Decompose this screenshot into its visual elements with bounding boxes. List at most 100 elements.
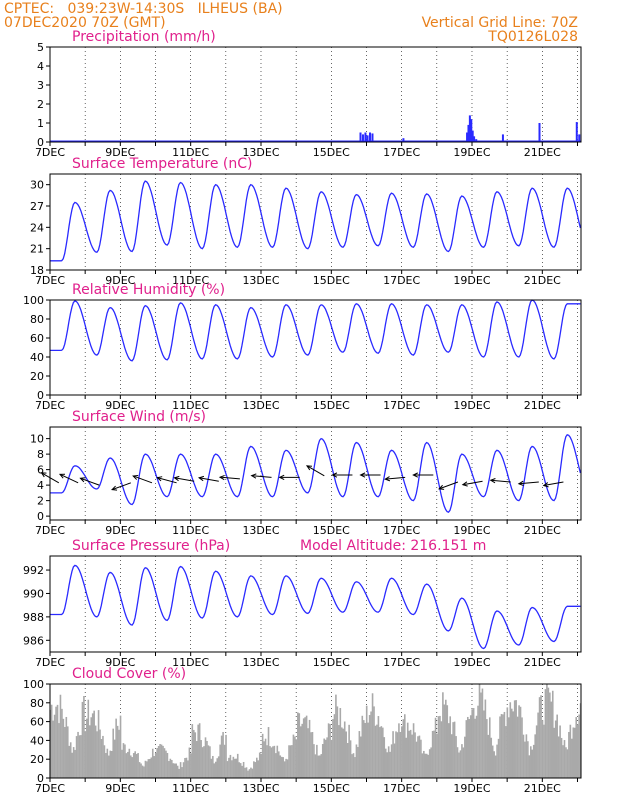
cloud-bar [326, 737, 328, 778]
cloud-bar [109, 750, 112, 778]
x-tick-label: 13DEC [242, 782, 279, 795]
cloud-bar [156, 748, 158, 778]
precip-bar [402, 138, 405, 142]
cloud-bar [149, 758, 151, 778]
precip-bar [575, 122, 578, 142]
x-tick-label: 19DEC [453, 274, 490, 287]
wind-series-line [50, 434, 582, 513]
temp-title: Surface Temperature (nC) [72, 156, 253, 172]
cloud-bar [166, 752, 169, 778]
precip-grid [84, 47, 578, 142]
cloud-bar [68, 745, 71, 778]
cloud-bar [255, 757, 258, 778]
temp-frame [49, 173, 582, 271]
cloud-bar [324, 739, 327, 778]
cloud-bar [87, 699, 90, 778]
cloud-bar [209, 746, 211, 778]
cloud-bar [297, 712, 299, 778]
precip-title: Precipitation (mm/h) [72, 29, 216, 45]
cloud-bar [305, 715, 308, 778]
cloud-bar [168, 761, 170, 778]
cloud-bar [122, 743, 125, 778]
cloud-bar [554, 720, 557, 778]
y-tick-label: 1 [37, 117, 44, 130]
cloud-bar [472, 708, 475, 778]
x-tick-label: 7DEC [35, 146, 65, 159]
cloud-bar [207, 745, 210, 778]
cloud-bar [428, 749, 431, 778]
wind-arrow [461, 480, 483, 487]
wind-arrow [359, 472, 381, 478]
cloud-bar [319, 755, 321, 778]
cloud-bar [367, 722, 369, 778]
cloud-bar [84, 731, 87, 778]
rh-y-axis: 0 20 40 60 80 100 [23, 294, 50, 402]
cloud-bar [556, 714, 558, 778]
rh-title: Relative Humidity (%) [72, 282, 225, 298]
cloud-bar [251, 768, 254, 778]
cloud-bar [261, 733, 264, 778]
cloud-bar [298, 713, 301, 778]
cloud-bar [288, 745, 290, 778]
cloud-bar [465, 720, 468, 778]
cloud-bar [257, 760, 260, 778]
cloud-bar [516, 716, 519, 778]
precip-bar [538, 123, 541, 142]
wind-arrow [79, 477, 100, 486]
cloud-bar [560, 737, 563, 778]
cloud-bar [421, 753, 424, 778]
cloud-bar [529, 746, 532, 778]
cloud-bar [362, 720, 365, 778]
cloud-bar [292, 734, 295, 778]
cloud-bar [390, 744, 393, 778]
cloud-bar [468, 718, 471, 778]
cloud-bar [71, 752, 73, 778]
header-location: CPTEC: 039:23W-14:30S ILHEUS (BA) [4, 1, 283, 17]
cloud-bar [162, 745, 164, 778]
cloud-bar [349, 740, 352, 778]
cloud-bar [471, 709, 473, 778]
y-tick-label: 80 [30, 313, 44, 326]
precip-bar [475, 139, 478, 142]
cloud-bar [163, 748, 166, 778]
cloud-bar [131, 757, 134, 778]
cloud-bar [97, 710, 100, 778]
cloud-bar [277, 751, 280, 778]
cloud-bar [74, 749, 76, 778]
cloud-bar [424, 753, 427, 778]
cloud-bar [55, 706, 57, 778]
x-tick-label: 13DEC [242, 524, 279, 537]
y-tick-label: 4 [37, 60, 44, 73]
cloud-bar [320, 754, 323, 778]
y-tick-label: 6 [37, 464, 44, 477]
cloud-bar [330, 739, 333, 778]
cloud-bar [427, 754, 430, 778]
y-tick-label: 20 [30, 370, 44, 383]
cloud-bar [241, 765, 243, 778]
cloud-bar [132, 753, 135, 778]
cloud-bar [335, 694, 337, 778]
cloud-bar [253, 761, 255, 778]
cloud-bar [113, 739, 116, 778]
cloud-bar [481, 688, 484, 778]
x-tick-label: 15DEC [313, 524, 350, 537]
cloud-bar [392, 731, 394, 778]
cloud-bar [203, 746, 205, 778]
cloud-bar [323, 738, 325, 778]
cloud-bar [103, 745, 106, 778]
cloud-bar [461, 744, 463, 778]
cloud-bar [527, 741, 529, 778]
cloud-bar [383, 737, 386, 778]
cloud-bar [576, 724, 579, 778]
cloud-bar [234, 758, 236, 778]
cloud-bar [406, 722, 409, 778]
cloud-bar [415, 741, 418, 778]
cloud-bar [258, 752, 261, 778]
precip-bar [466, 132, 469, 142]
cloud-bar [75, 736, 78, 778]
cloud-bar [146, 761, 148, 778]
cloud-bar [138, 762, 141, 778]
cloud-bar [532, 744, 535, 778]
cloud-bar [487, 734, 490, 778]
cloud-y-axis: 0 20 40 60 80 100 [23, 678, 50, 785]
